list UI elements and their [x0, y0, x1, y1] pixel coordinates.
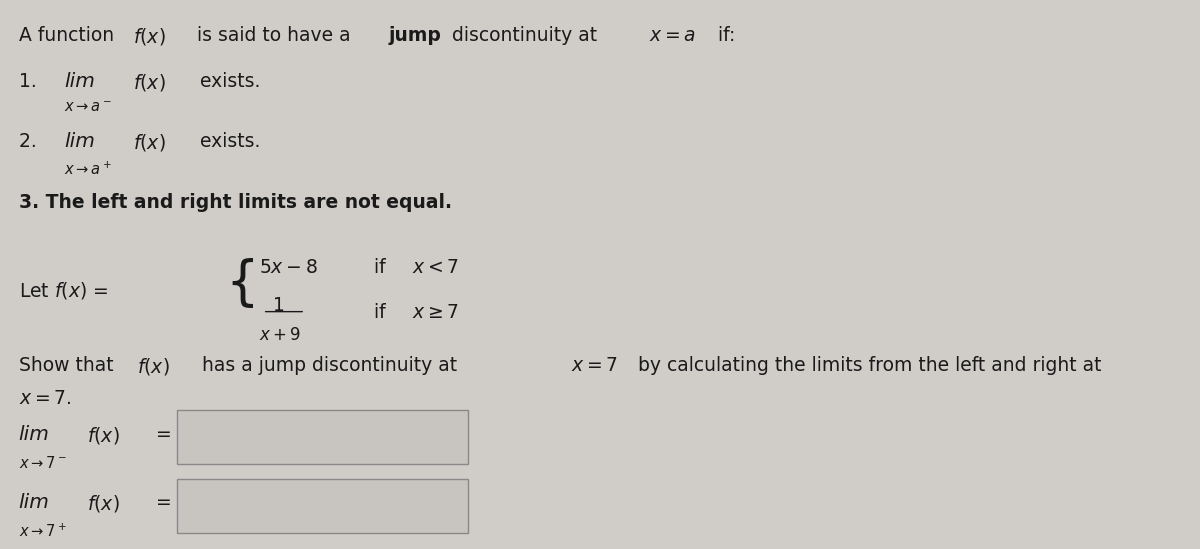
Text: has a jump discontinuity at: has a jump discontinuity at: [197, 356, 463, 376]
Text: $x = 7$.: $x = 7$.: [18, 389, 71, 408]
Text: $x \to a^+$: $x \to a^+$: [65, 161, 113, 178]
Text: $x \to 7^+$: $x \to 7^+$: [18, 523, 66, 540]
Text: lim: lim: [18, 425, 49, 444]
Text: 1: 1: [274, 296, 284, 315]
Text: 1.: 1.: [18, 72, 48, 91]
Text: 3. The left and right limits are not equal.: 3. The left and right limits are not equ…: [18, 193, 451, 211]
Text: {: {: [224, 258, 258, 310]
Text: =: =: [150, 493, 178, 512]
Text: $x \to a^-$: $x \to a^-$: [65, 100, 113, 115]
Text: lim: lim: [65, 72, 95, 91]
Text: lim: lim: [18, 493, 49, 512]
Text: if: if: [362, 258, 398, 277]
Text: $x \geq 7$: $x \geq 7$: [412, 304, 458, 322]
Text: $f(x)$: $f(x)$: [137, 356, 169, 377]
Text: $f(x)$: $f(x)$: [133, 132, 166, 154]
Text: $x = 7$: $x = 7$: [571, 356, 618, 376]
Text: if:: if:: [712, 26, 736, 45]
Text: $f(x)$: $f(x)$: [133, 26, 166, 47]
Text: $x = a$: $x = a$: [649, 26, 696, 45]
Text: $x + 9$: $x + 9$: [259, 327, 301, 344]
Text: $x < 7$: $x < 7$: [412, 258, 458, 277]
Text: jump: jump: [389, 26, 442, 45]
Text: $f(x)$: $f(x)$: [133, 72, 166, 93]
Text: by calculating the limits from the left and right at: by calculating the limits from the left …: [632, 356, 1102, 376]
FancyBboxPatch shape: [176, 410, 468, 464]
Text: discontinuity at: discontinuity at: [446, 26, 604, 45]
Text: $5x - 8$: $5x - 8$: [259, 258, 318, 277]
Text: $x \to 7^-$: $x \to 7^-$: [18, 455, 66, 470]
Text: is said to have a: is said to have a: [191, 26, 356, 45]
Text: Let $f(x)$ =: Let $f(x)$ =: [18, 280, 110, 301]
Text: Show that: Show that: [18, 356, 119, 376]
Text: $f(x)$: $f(x)$: [88, 425, 120, 446]
Text: 2.: 2.: [18, 132, 48, 152]
Text: if: if: [362, 304, 398, 322]
Text: A function: A function: [18, 26, 120, 45]
Text: exists.: exists.: [194, 72, 260, 91]
Text: $f(x)$: $f(x)$: [88, 493, 120, 514]
Text: lim: lim: [65, 132, 95, 152]
FancyBboxPatch shape: [176, 479, 468, 534]
Text: =: =: [150, 425, 178, 444]
Text: exists.: exists.: [194, 132, 260, 152]
